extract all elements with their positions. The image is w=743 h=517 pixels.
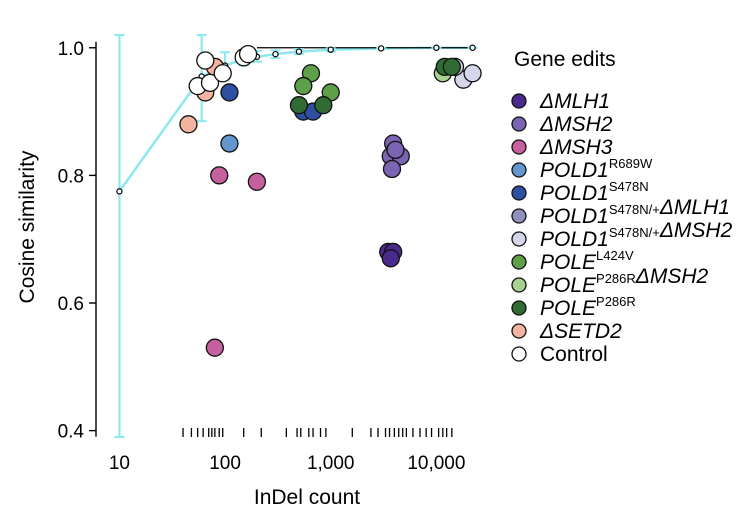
legend-marker — [511, 139, 527, 155]
data-point — [386, 140, 405, 160]
data-point — [463, 64, 482, 83]
legend-marker — [511, 93, 527, 109]
legend-label: ΔSETD2 — [539, 320, 622, 343]
x-tick-label: 10 — [109, 453, 130, 474]
downsampling-curve — [118, 46, 473, 193]
x-tick-label: 1,000 — [307, 453, 355, 474]
data-point — [205, 338, 225, 357]
legend-label: ΔMSH2 — [539, 113, 613, 136]
legend-label: Control — [540, 343, 608, 366]
legend-marker — [511, 323, 527, 339]
legend-label: POLD1S478N/+ΔMLH1 — [540, 196, 730, 228]
legend-marker — [511, 346, 527, 362]
legend-marker — [511, 277, 527, 293]
legend-label: POLEP286RΔMSH2 — [540, 265, 709, 297]
legend-marker — [511, 162, 527, 178]
data-point — [238, 44, 258, 64]
data-point — [200, 73, 220, 93]
data-point — [442, 57, 461, 77]
y-axis-label: Cosine similarity — [16, 150, 39, 303]
data-point — [381, 249, 400, 268]
legend-label: POLEL424V — [540, 248, 634, 274]
plot-layer — [114, 34, 482, 438]
downsampling-point — [295, 48, 303, 55]
x-axis-label: InDel count — [254, 486, 360, 509]
x-tick-label: 100 — [209, 453, 241, 474]
legend: Gene editsΔMLH1ΔMSH2ΔMSH3POLD1R689WPOLD1… — [511, 48, 733, 366]
data-point — [196, 51, 215, 70]
downsampling-point — [327, 46, 334, 53]
y-tick-label: 0.8 — [58, 166, 84, 187]
legend-label: ΔMSH3 — [539, 136, 613, 159]
legend-title: Gene edits — [514, 48, 616, 71]
legend-marker — [511, 300, 527, 316]
downsampling-point — [433, 44, 440, 51]
data-point — [314, 96, 333, 115]
legend-marker — [511, 185, 527, 201]
legend-label: POLD1S478N — [540, 179, 649, 205]
downsampling-point — [377, 45, 385, 52]
x-axis: 10 100 1,000 10,000 — [109, 453, 466, 474]
data-point — [179, 115, 198, 134]
y-tick-label: 0.4 — [58, 422, 85, 443]
legend-label: POLEP286R — [540, 294, 636, 320]
data-point — [247, 172, 267, 191]
legend-marker — [511, 231, 527, 247]
x-tick-label: 10,000 — [407, 453, 465, 474]
data-point — [294, 76, 313, 96]
legend-label: POLD1R689W — [540, 156, 653, 182]
y-tick-label: 1.0 — [58, 39, 84, 60]
legend-marker — [511, 116, 527, 132]
data-point — [220, 134, 239, 153]
legend-marker — [511, 254, 527, 270]
legend-marker — [511, 208, 527, 224]
downsampling-point — [272, 50, 279, 58]
legend-label: ΔMLH1 — [539, 90, 610, 113]
data-point — [289, 96, 309, 115]
legend-label: POLD1S478N/+ΔMSH2 — [540, 219, 733, 251]
downsampling-point — [469, 44, 476, 51]
y-axis: 0.4 0.6 0.8 1.0 — [58, 39, 97, 443]
y-tick-label: 0.6 — [58, 294, 84, 315]
downsampling-point — [116, 188, 123, 195]
data-point — [220, 83, 239, 102]
data-point — [210, 166, 229, 185]
data-point — [382, 159, 402, 179]
data-point — [213, 64, 232, 83]
